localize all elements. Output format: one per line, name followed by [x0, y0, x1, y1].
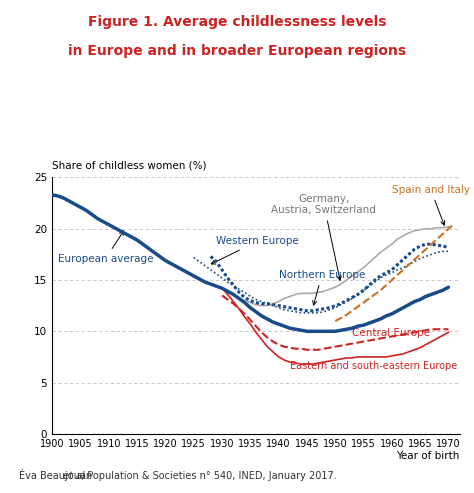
- Text: Western Europe: Western Europe: [211, 236, 299, 264]
- Text: European average: European average: [58, 231, 153, 264]
- Text: et al.: et al.: [63, 471, 87, 481]
- X-axis label: Year of birth: Year of birth: [396, 452, 460, 461]
- Text: Spain and Italy: Spain and Italy: [392, 185, 470, 225]
- Text: Eastern and south-eastern Europe: Eastern and south-eastern Europe: [290, 361, 457, 371]
- Text: in Europe and in broader European regions: in Europe and in broader European region…: [68, 44, 406, 58]
- Text: Northern Europe: Northern Europe: [279, 270, 365, 305]
- Text: Figure 1. Average childlessness levels: Figure 1. Average childlessness levels: [88, 15, 386, 29]
- Text: Éva Beaujouan: Éva Beaujouan: [19, 469, 95, 481]
- Text: Share of childless women (%): Share of childless women (%): [52, 160, 207, 170]
- Text: , Population & Societies n° 540, INED, January 2017.: , Population & Societies n° 540, INED, J…: [81, 471, 337, 481]
- Text: Central Europe: Central Europe: [352, 328, 430, 338]
- Text: Germany,
Austria, Switzerland: Germany, Austria, Switzerland: [272, 194, 376, 281]
